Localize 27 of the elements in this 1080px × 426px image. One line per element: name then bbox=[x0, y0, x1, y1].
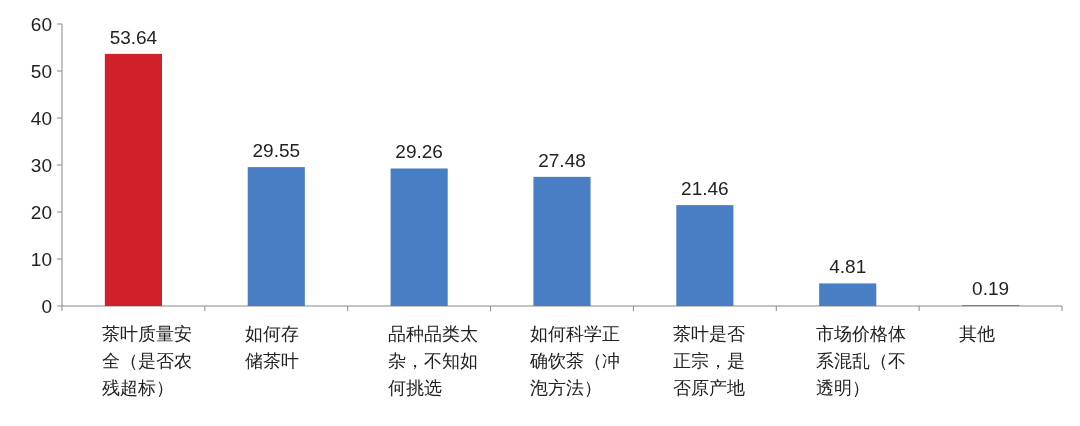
x-tick-label: 其他 bbox=[959, 324, 995, 344]
x-tick-label: 市场价格体系混乱（不透明） bbox=[816, 324, 907, 398]
bar bbox=[676, 205, 734, 306]
x-tick-label: 品种品类太杂，不知如何挑选 bbox=[387, 324, 478, 398]
x-tick-label: 如何科学正确饮茶（冲泡方法） bbox=[529, 324, 621, 398]
x-tick-label: 如何存储茶叶 bbox=[244, 324, 299, 371]
y-tick-label: 50 bbox=[30, 61, 52, 82]
x-tick-label: 茶叶质量安全（是否农残超标） bbox=[101, 324, 192, 398]
y-tick-label: 60 bbox=[30, 14, 52, 35]
y-tick-label: 0 bbox=[41, 296, 52, 317]
y-tick-label: 20 bbox=[30, 202, 52, 223]
bar bbox=[104, 53, 162, 306]
data-label: 4.81 bbox=[829, 256, 867, 278]
data-label: 21.46 bbox=[681, 178, 729, 200]
bar bbox=[533, 176, 591, 306]
y-tick-label: 30 bbox=[30, 155, 52, 176]
data-label: 29.55 bbox=[252, 140, 301, 162]
data-label: 0.19 bbox=[972, 278, 1010, 300]
data-label: 29.26 bbox=[395, 141, 443, 163]
y-tick-label: 40 bbox=[30, 108, 52, 129]
x-tick-label: 茶叶是否正宗，是否原产地 bbox=[673, 324, 746, 398]
bar bbox=[247, 167, 305, 306]
data-label: 27.48 bbox=[538, 149, 586, 171]
y-tick-label: 10 bbox=[30, 249, 52, 270]
bar bbox=[390, 168, 448, 306]
bar bbox=[819, 283, 877, 306]
data-label: 53.64 bbox=[109, 26, 158, 48]
